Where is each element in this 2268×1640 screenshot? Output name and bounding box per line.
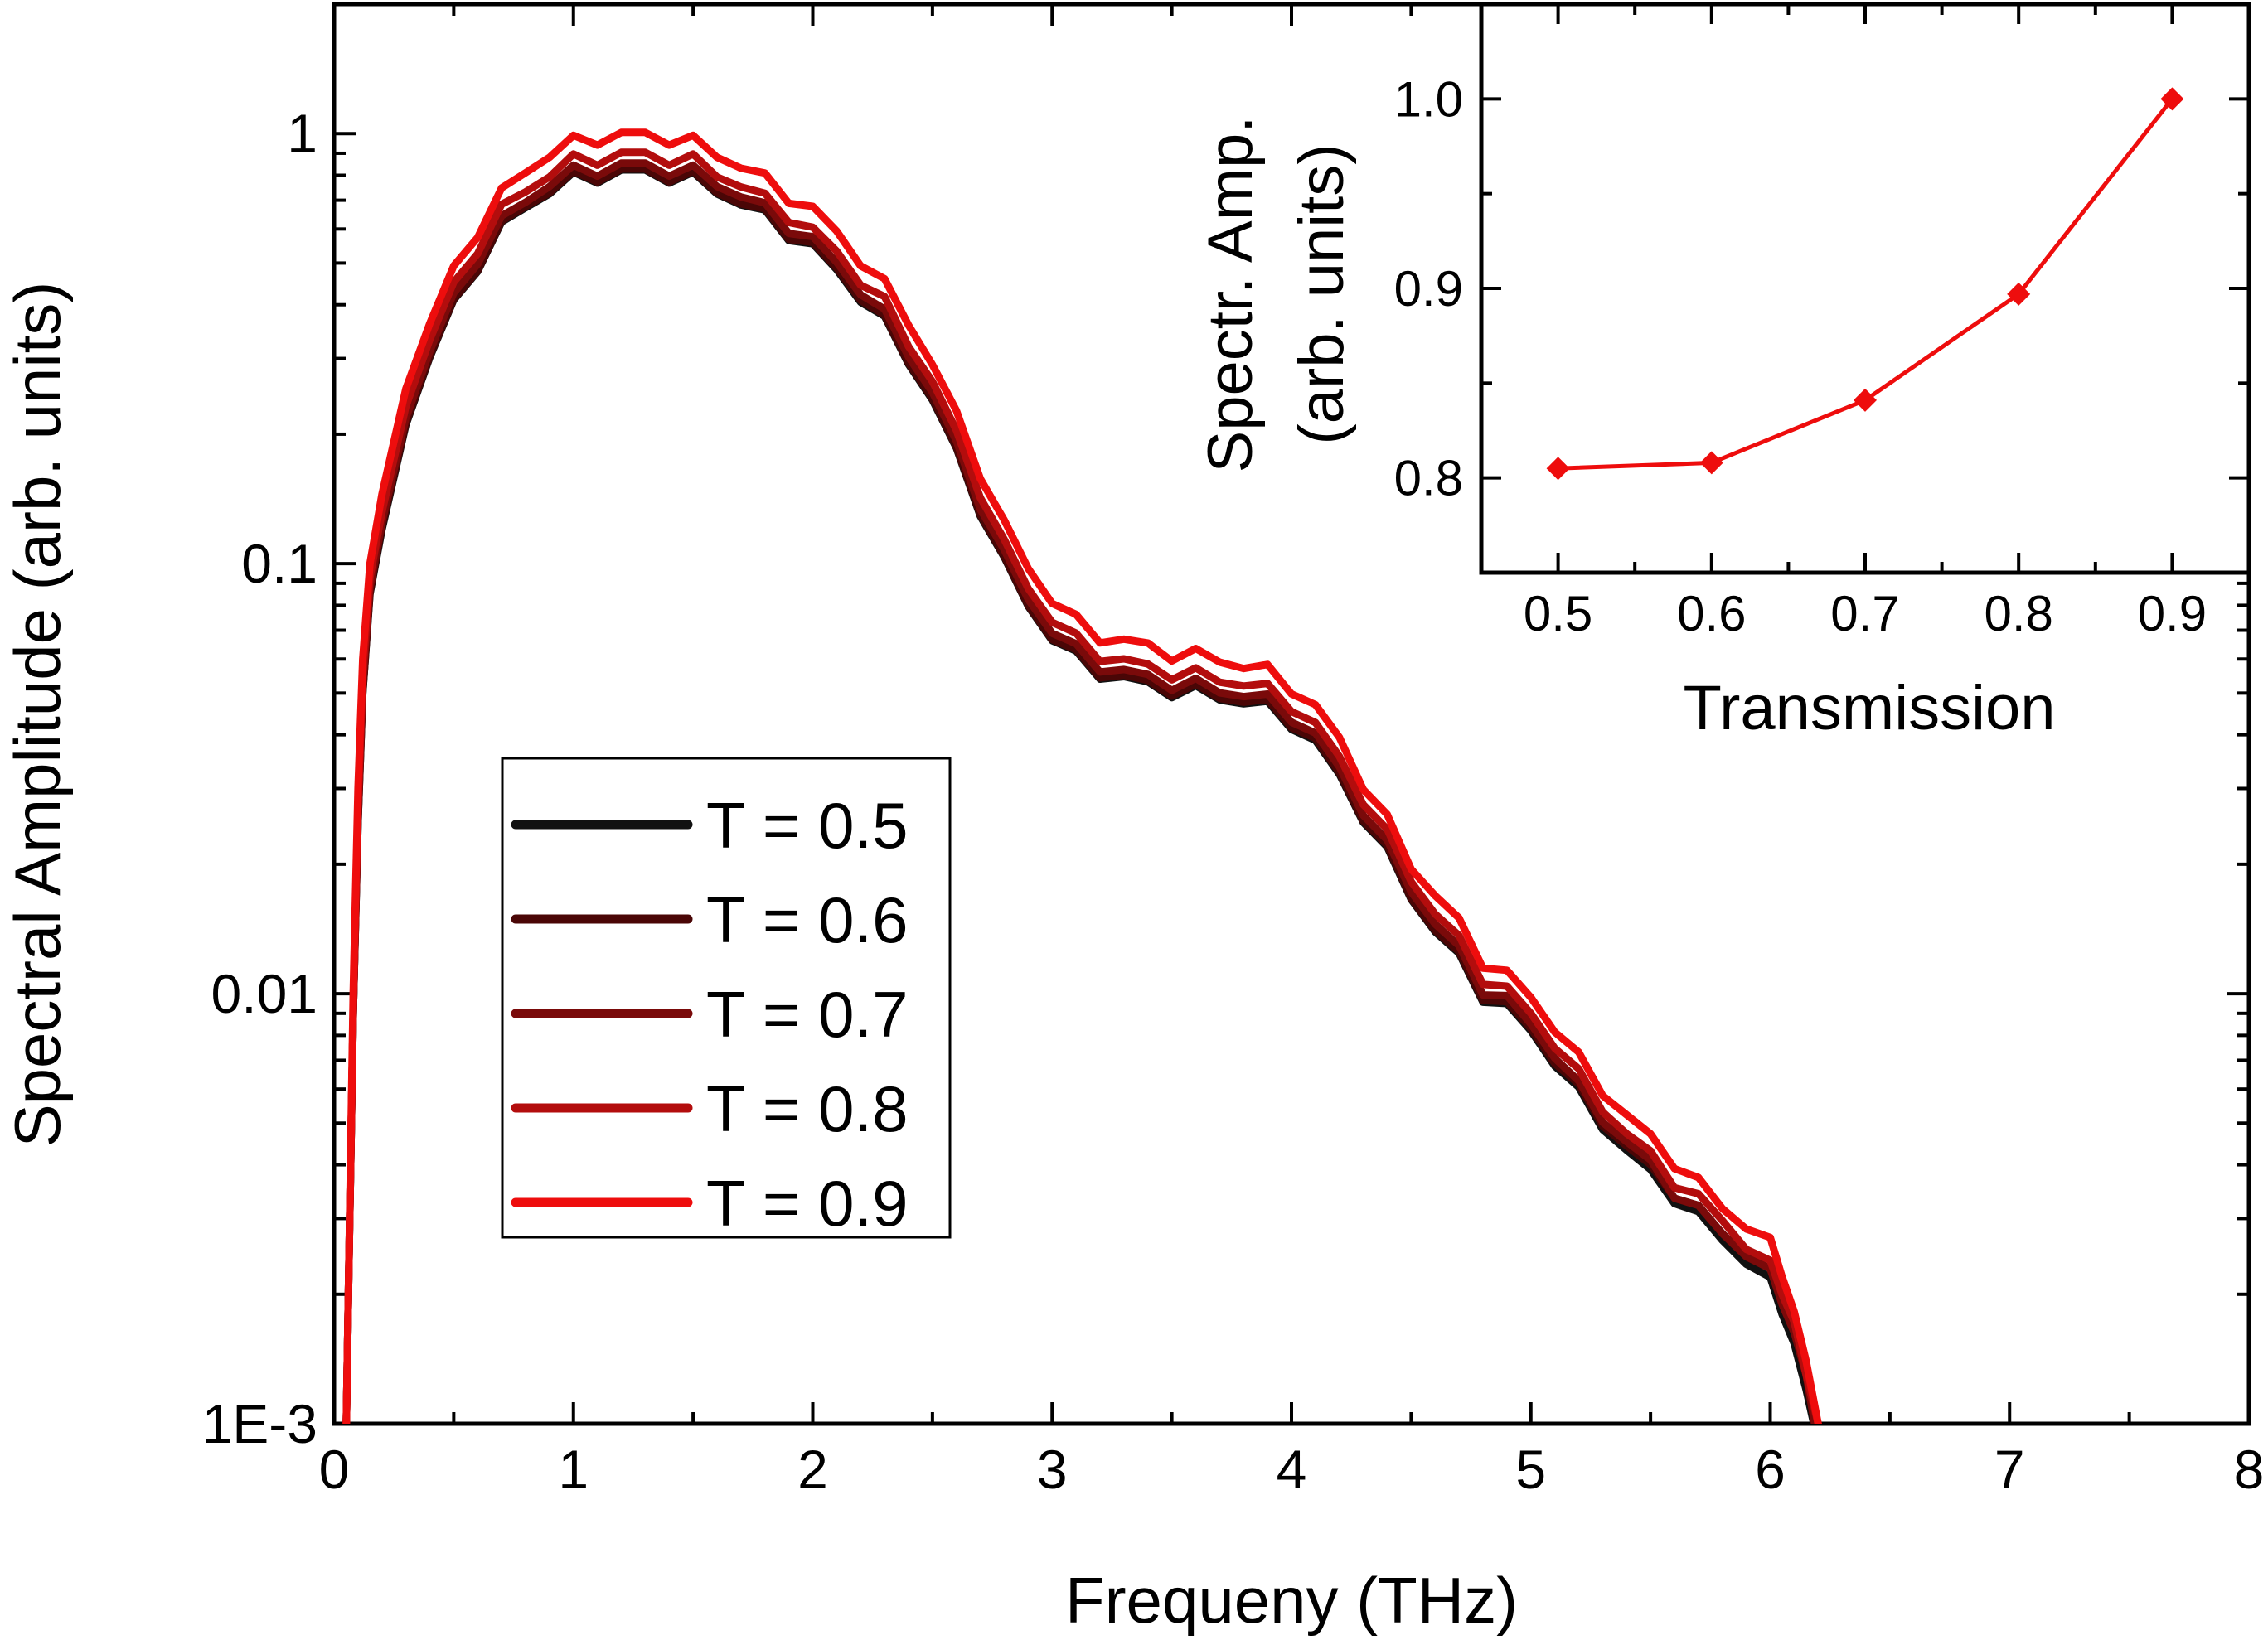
main-x-tick-label: 1 (558, 1439, 589, 1500)
legend-label: T = 0.9 (706, 1167, 909, 1240)
legend-label: T = 0.7 (706, 978, 909, 1051)
inset-y-axis-title-line2: (arb. units) (1287, 143, 1357, 444)
inset-y-tick-label: 0.9 (1394, 261, 1463, 317)
inset-y-tick-label: 1.0 (1394, 71, 1463, 127)
main-y-tick-label: 1E-3 (202, 1393, 317, 1454)
inset-y-tick-label: 0.8 (1394, 451, 1463, 506)
legend-label: T = 0.5 (706, 789, 909, 862)
inset-data-point (2160, 87, 2184, 111)
main-y-tick-label: 0.01 (211, 963, 317, 1024)
inset-x-axis-title: Transmission (1683, 673, 2055, 743)
inset-y-tick-labels: 0.8 0.9 1.0 (1394, 71, 1463, 506)
main-y-tick-label: 1 (287, 103, 317, 164)
main-x-tick-label: 6 (1755, 1439, 1786, 1500)
inset-x-tick-label: 0.6 (1677, 586, 1746, 641)
main-x-tick-label: 5 (1515, 1439, 1546, 1500)
main-x-tick-labels: 0 1 2 3 4 5 6 7 8 (319, 1439, 2265, 1500)
main-y-tick-label: 0.1 (241, 533, 317, 594)
series-line-07 (342, 159, 1819, 1424)
main-x-tick-label: 3 (1037, 1439, 1068, 1500)
main-y-axis-title: Spectral Amplitude (arb. units) (1, 282, 74, 1148)
main-x-tick-label: 8 (2234, 1439, 2265, 1500)
main-series-lines (342, 128, 1822, 1424)
main-x-tick-label: 4 (1277, 1439, 1307, 1500)
inset-x-tick-labels: 0.5 0.6 0.7 0.8 0.9 (1524, 586, 2207, 641)
main-y-tick-labels: 1E-3 0.01 0.1 1 (202, 103, 317, 1454)
inset-data-point (1699, 451, 1723, 475)
main-x-axis-title: Frequeny (THz) (1065, 1564, 1518, 1637)
inset-y-axis-title-line1: Spectr. Amp. (1195, 116, 1266, 473)
inset-plot-frame (1479, 2, 2251, 575)
main-x-tick-label: 0 (319, 1439, 350, 1500)
inset-data-point (2007, 282, 2031, 306)
legend-items: T = 0.5 T = 0.6 T = 0.7 T = 0.8 T = 0.9 (511, 789, 909, 1240)
legend: T = 0.5 T = 0.6 T = 0.7 T = 0.8 T = 0.9 (501, 757, 952, 1240)
inset-x-tick-label: 0.5 (1524, 586, 1592, 641)
legend-box (501, 757, 952, 1239)
inset-data-point (1546, 457, 1570, 481)
series-line-09 (342, 128, 1822, 1424)
main-x-tick-label: 2 (797, 1439, 828, 1500)
inset-chart: 0.5 0.6 0.7 0.8 0.9 0.8 0.9 1.0 Transmission S… (1195, 2, 2251, 743)
series-line-08 (342, 148, 1822, 1424)
inset-x-tick-label: 0.9 (2138, 586, 2207, 641)
inset-x-tick-label: 0.8 (1984, 586, 2052, 641)
legend-label: T = 0.6 (706, 883, 909, 956)
legend-label: T = 0.8 (706, 1072, 909, 1145)
inset-series (1546, 87, 2184, 481)
main-x-tick-label: 7 (1994, 1439, 2025, 1500)
inset-data-point (1854, 388, 1877, 412)
inset-ticks (1480, 2, 2251, 574)
inset-x-tick-label: 0.7 (1830, 586, 1899, 641)
